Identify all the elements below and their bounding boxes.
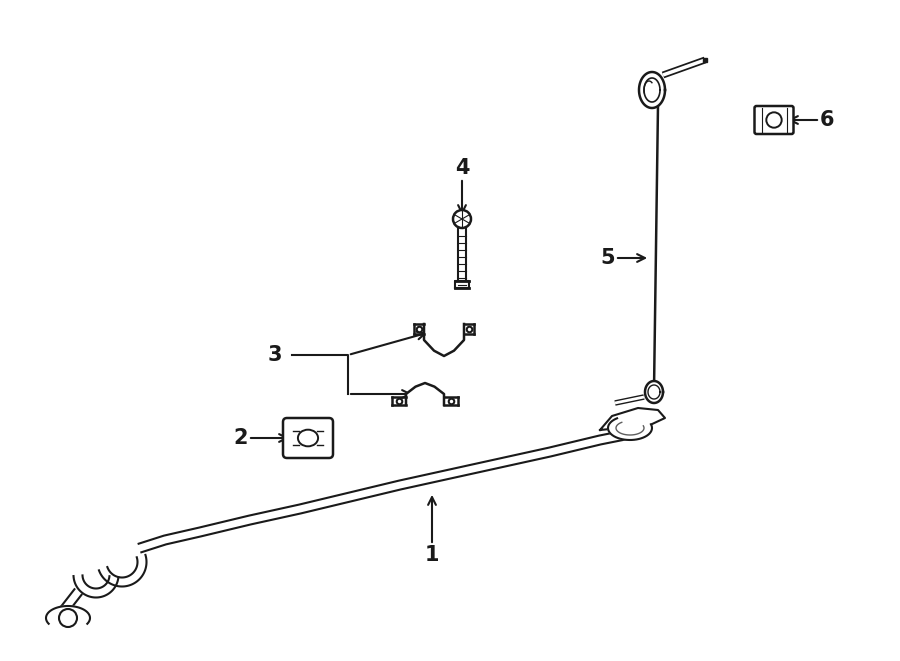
Text: 6: 6 <box>820 110 834 130</box>
Polygon shape <box>639 72 665 108</box>
FancyBboxPatch shape <box>754 106 794 134</box>
Polygon shape <box>46 606 90 624</box>
FancyBboxPatch shape <box>283 418 333 458</box>
Text: 1: 1 <box>425 545 439 565</box>
Polygon shape <box>424 324 464 356</box>
Text: 4: 4 <box>454 158 469 178</box>
Circle shape <box>453 210 471 228</box>
Text: 2: 2 <box>233 428 248 448</box>
Polygon shape <box>455 281 469 288</box>
Polygon shape <box>645 381 663 403</box>
Polygon shape <box>406 383 444 405</box>
Ellipse shape <box>298 430 318 446</box>
Text: 5: 5 <box>600 248 615 268</box>
Text: 3: 3 <box>267 345 282 365</box>
Polygon shape <box>600 408 665 430</box>
Polygon shape <box>608 418 652 440</box>
